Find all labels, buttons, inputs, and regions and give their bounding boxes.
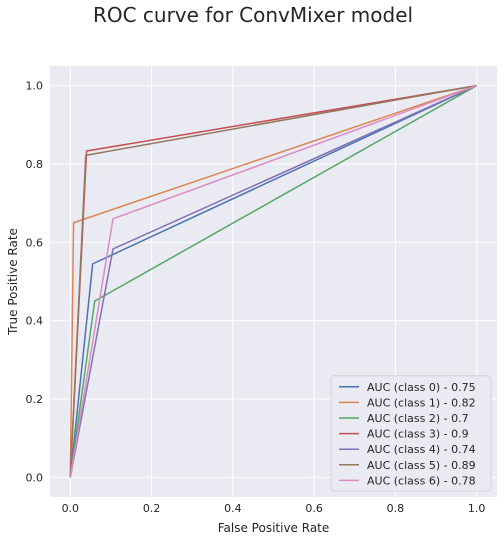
x-tick-label-2: 0.4: [224, 502, 242, 515]
series-line-class-4: [69, 84, 477, 478]
x-tick-label-0: 0.0: [62, 502, 80, 515]
y-tick-label-3: 0.6: [26, 236, 44, 249]
legend-label-0: AUC (class 0) - 0.75: [367, 381, 476, 394]
chart-title: ROC curve for ConvMixer model: [93, 3, 413, 27]
legend-label-6: AUC (class 6) - 0.78: [367, 474, 476, 487]
y-tick-label-0: 0.0: [26, 471, 44, 484]
y-axis-label: True Positive Rate: [6, 228, 20, 336]
series-line-class-0: [69, 84, 477, 478]
series-line-class-2: [69, 84, 478, 478]
y-tick-label-4: 0.8: [26, 158, 44, 171]
grid-lines: [50, 66, 497, 497]
series-lines: [69, 84, 478, 478]
tick-labels: 0.0 0.2 0.4 0.6 0.8 1.0 0.0 0.2 0.4 0.6 0.8 1.0: [26, 80, 486, 515]
x-tick-label-1: 0.2: [143, 502, 161, 515]
legend-label-2: AUC (class 2) - 0.7: [367, 412, 469, 425]
legend-label-1: AUC (class 1) - 0.82: [367, 396, 476, 409]
y-tick-label-5: 1.0: [26, 80, 44, 93]
y-tick-label-1: 0.2: [26, 393, 44, 406]
x-axis-label: False Positive Rate: [218, 521, 330, 535]
y-tick-label-2: 0.4: [26, 315, 44, 328]
series-line-class-1: [69, 84, 477, 478]
legend-label-4: AUC (class 4) - 0.74: [367, 443, 476, 456]
legend-box: [330, 375, 492, 492]
legend-label-5: AUC (class 5) - 0.89: [367, 459, 476, 472]
x-tick-label-3: 0.6: [305, 502, 323, 515]
x-tick-label-5: 1.0: [468, 502, 486, 515]
legend: AUC (class 0) - 0.75 AUC (class 1) - 0.82…: [330, 375, 492, 492]
legend-label-3: AUC (class 3) - 0.9: [367, 428, 469, 441]
x-tick-label-4: 0.8: [387, 502, 405, 515]
series-line-class-5: [69, 84, 477, 478]
series-line-class-6: [69, 84, 477, 478]
